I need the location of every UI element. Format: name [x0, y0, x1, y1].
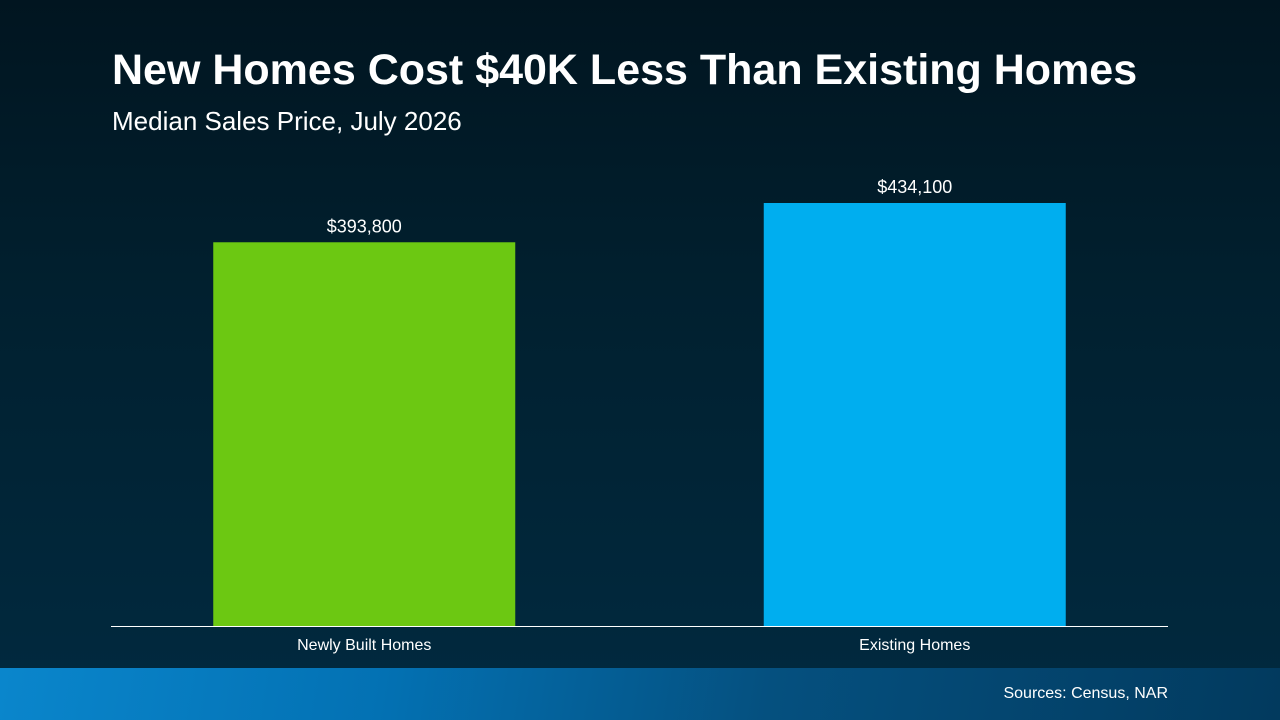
data-label-newly-built-homes: $393,800	[327, 216, 402, 236]
bars-layer	[213, 203, 1066, 626]
source-note: Sources: Census, NAR	[1003, 685, 1168, 702]
value-labels-layer: $393,800 $434,100	[327, 177, 953, 236]
chart-subtitle: Median Sales Price, July 2026	[112, 106, 462, 136]
chart-title: New Homes Cost $40K Less Than Existing H…	[112, 46, 1138, 94]
category-labels-layer: Newly Built Homes Existing Homes	[297, 637, 970, 654]
bar-chart: $393,800 $434,100 Newly Built Homes Existi…	[213, 177, 1066, 654]
data-label-existing-homes: $434,100	[877, 177, 952, 197]
footer-band	[0, 668, 1280, 720]
category-label-newly-built-homes: Newly Built Homes	[297, 637, 431, 654]
bar-newly-built-homes	[213, 242, 516, 626]
bar-existing-homes	[763, 203, 1066, 626]
category-label-existing-homes: Existing Homes	[859, 637, 970, 654]
